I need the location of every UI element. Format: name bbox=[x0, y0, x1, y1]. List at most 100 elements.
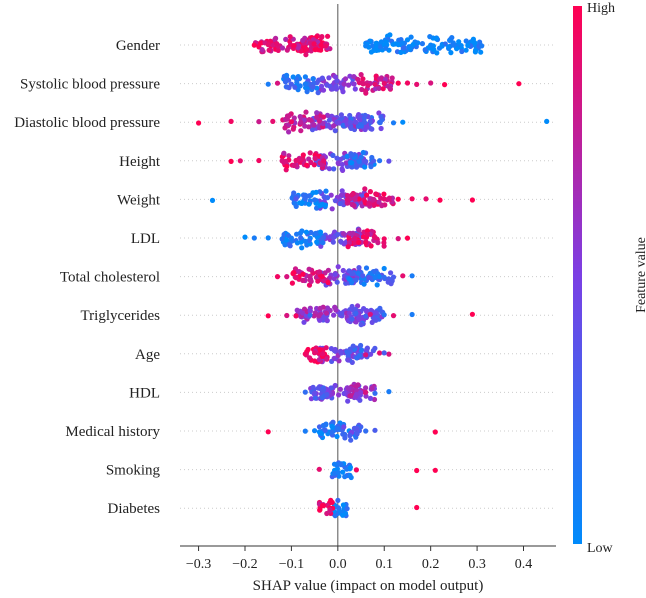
shap-point bbox=[288, 235, 294, 241]
shap-point bbox=[340, 267, 346, 274]
colorbar-title: Feature value bbox=[634, 237, 646, 313]
shap-point bbox=[354, 355, 360, 361]
shap-point bbox=[325, 33, 331, 39]
feature-label: Gender bbox=[116, 38, 160, 54]
x-tick-label: −0.1 bbox=[279, 557, 304, 572]
shap-point bbox=[349, 303, 355, 310]
shap-point bbox=[325, 267, 331, 273]
shap-point bbox=[338, 192, 344, 198]
shap-point bbox=[320, 351, 326, 357]
shap-point bbox=[265, 313, 271, 319]
shap-point bbox=[331, 461, 338, 467]
shap-point bbox=[284, 163, 290, 169]
shap-point bbox=[312, 395, 318, 401]
shap-point bbox=[340, 431, 346, 437]
shap-point bbox=[293, 203, 299, 209]
shap-point bbox=[274, 41, 280, 47]
shap-point bbox=[332, 128, 338, 134]
shap-point bbox=[366, 201, 372, 207]
shap-point bbox=[293, 275, 299, 281]
shap-point bbox=[469, 197, 475, 203]
shap-point bbox=[316, 313, 322, 319]
shap-point bbox=[335, 264, 341, 270]
feature-label: Medical history bbox=[65, 424, 160, 440]
shap-point bbox=[196, 120, 202, 126]
shap-point bbox=[311, 41, 317, 47]
shap-point bbox=[373, 191, 379, 197]
feature-label: Total cholesterol bbox=[60, 270, 160, 286]
shap-point bbox=[281, 150, 287, 156]
shap-point bbox=[446, 44, 452, 50]
shap-point bbox=[339, 161, 345, 168]
shap-point bbox=[308, 229, 314, 236]
shap-point bbox=[303, 229, 310, 235]
shap-point bbox=[428, 80, 434, 86]
shap-point bbox=[320, 120, 326, 126]
shap-point bbox=[286, 129, 292, 135]
shap-point bbox=[306, 201, 312, 207]
shap-point bbox=[377, 158, 383, 164]
shap-point bbox=[310, 384, 316, 390]
shap-point bbox=[331, 355, 337, 361]
shap-point bbox=[320, 422, 326, 429]
shap-point bbox=[404, 235, 411, 241]
shap-point bbox=[324, 391, 330, 398]
shap-point bbox=[323, 345, 329, 351]
shap-point bbox=[324, 305, 331, 311]
shap-point bbox=[368, 49, 374, 55]
shap-point bbox=[291, 115, 297, 121]
feature-label: LDL bbox=[131, 231, 160, 247]
shap-point bbox=[302, 123, 308, 129]
shap-point bbox=[360, 273, 366, 279]
shap-point bbox=[299, 245, 305, 251]
shap-point bbox=[375, 240, 381, 246]
shap-point bbox=[345, 398, 351, 404]
shap-point bbox=[360, 81, 366, 87]
feature-label: Systolic blood pressure bbox=[20, 77, 160, 93]
shap-point bbox=[376, 199, 382, 205]
shap-point bbox=[347, 433, 353, 439]
shap-point bbox=[265, 235, 271, 241]
shap-point bbox=[228, 158, 234, 164]
shap-point bbox=[335, 505, 341, 511]
shap-point bbox=[340, 231, 347, 237]
shap-point bbox=[377, 119, 383, 125]
shap-point bbox=[336, 120, 342, 126]
shap-point bbox=[330, 239, 336, 245]
shap-point bbox=[395, 80, 401, 86]
shap-point bbox=[209, 197, 216, 203]
shap-point bbox=[307, 355, 313, 361]
shap-point bbox=[339, 166, 345, 172]
shap-point bbox=[324, 112, 331, 118]
shap-point bbox=[317, 347, 323, 353]
shap-point bbox=[335, 160, 341, 166]
shap-point bbox=[309, 127, 316, 133]
shap-point bbox=[304, 162, 310, 168]
shap-point bbox=[315, 278, 321, 284]
shap-point bbox=[323, 188, 329, 194]
shap-point bbox=[327, 507, 333, 513]
shap-point bbox=[335, 426, 341, 432]
shap-point bbox=[338, 238, 344, 244]
shap-point bbox=[300, 271, 306, 277]
shap-point bbox=[313, 189, 319, 195]
shap-point bbox=[377, 76, 383, 82]
shap-point bbox=[316, 357, 322, 363]
shap-point bbox=[352, 196, 358, 202]
shap-point bbox=[382, 76, 388, 82]
shap-point bbox=[328, 497, 334, 503]
shap-point bbox=[377, 350, 383, 356]
shap-point bbox=[317, 229, 324, 235]
shap-point bbox=[544, 118, 550, 124]
shap-point bbox=[363, 240, 369, 246]
x-ticks: −0.3 −0.2 −0.1 0.0 0.1 0.2 0.3 0.4 bbox=[186, 546, 532, 572]
shap-point bbox=[302, 35, 308, 41]
feature-label: Age bbox=[135, 347, 160, 363]
shap-point bbox=[302, 351, 308, 357]
shap-point bbox=[428, 42, 434, 48]
shap-point bbox=[381, 274, 387, 280]
shap-point bbox=[341, 424, 347, 430]
shap-point bbox=[316, 269, 323, 275]
shap-point bbox=[302, 81, 308, 87]
